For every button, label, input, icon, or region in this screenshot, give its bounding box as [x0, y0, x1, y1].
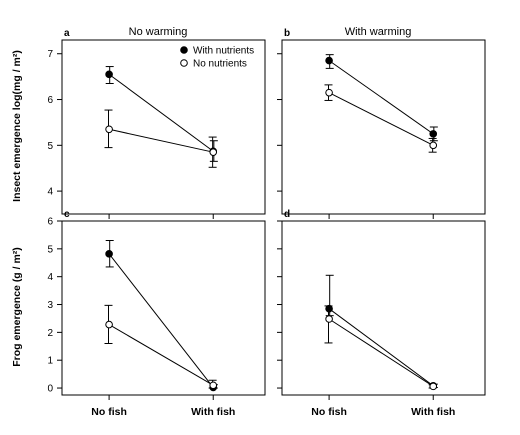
panels-layer: a 4 5 6 7 b c 0 1 2 3 4 5 6 No fish With fish d No fish Wi…	[47, 28, 486, 418]
panel-letter: c	[64, 209, 70, 220]
legend: With nutrients No nutrients	[180, 46, 254, 70]
x-category-label: With fish	[411, 406, 455, 418]
data-point	[325, 315, 333, 323]
column1-title: No warming	[129, 26, 188, 38]
panel-frame	[281, 39, 486, 215]
legend-marker-no-nutrients	[180, 59, 188, 67]
data-point	[325, 88, 333, 97]
y-tick-label: 5	[47, 244, 53, 255]
panel-c: c 0 1 2 3 4 5 6 No fish With fish	[47, 209, 266, 418]
data-point	[105, 250, 113, 258]
panel-frame	[61, 220, 266, 396]
y-tick-label: 1	[47, 356, 53, 367]
y-tick-label: 4	[47, 187, 53, 198]
column2-title: With warming	[345, 26, 412, 38]
data-point	[209, 148, 218, 156]
panel-letter: d	[284, 209, 290, 220]
panel-frame	[281, 220, 486, 396]
legend-label-with-nutrients: With nutrients	[193, 46, 254, 57]
series-line	[328, 308, 434, 387]
data-point	[105, 125, 113, 134]
data-point	[209, 381, 218, 390]
series-line	[108, 128, 214, 153]
row1-ylabel: Insect emergence log(mg / m²)	[11, 50, 23, 202]
series-line	[108, 253, 214, 388]
series-line	[328, 318, 434, 387]
series-no-nutrients	[104, 109, 218, 168]
x-category-label: With fish	[191, 406, 235, 418]
y-tick-label: 6	[47, 217, 53, 228]
series-no-nutrients	[324, 84, 438, 153]
y-tick-label: 7	[47, 49, 53, 60]
series-no-nutrients	[324, 305, 438, 391]
data-point	[325, 304, 333, 313]
panel-frame	[61, 39, 266, 215]
data-point	[105, 320, 113, 329]
data-point	[429, 382, 438, 391]
y-tick-label: 5	[47, 141, 53, 152]
series-with-nutrients	[325, 274, 438, 390]
data-point	[325, 56, 333, 65]
x-category-label: No fish	[311, 406, 347, 418]
panel-letter: a	[64, 28, 70, 39]
y-tick-label: 2	[47, 328, 53, 339]
y-tick-label: 6	[47, 95, 53, 106]
y-tick-label: 4	[47, 272, 53, 283]
series-with-nutrients	[325, 54, 438, 142]
panel-a: a 4 5 6 7	[47, 28, 266, 219]
series-line	[328, 92, 434, 146]
y-tick-label: 0	[47, 384, 53, 395]
series-with-nutrients	[105, 239, 218, 392]
panel-letter: b	[284, 28, 290, 39]
series-line	[108, 324, 214, 386]
data-point	[429, 141, 438, 150]
x-category-label: No fish	[91, 406, 127, 418]
series-line	[108, 73, 214, 152]
legend-label-no-nutrients: No nutrients	[193, 59, 247, 70]
series-with-nutrients	[105, 66, 218, 162]
row2-ylabel: Frog emergence (g / m²)	[11, 247, 23, 367]
legend-marker-with-nutrients	[180, 46, 188, 54]
data-point	[105, 70, 113, 79]
y-tick-label: 3	[47, 300, 53, 311]
series-line	[328, 60, 434, 135]
panel-b: b	[277, 28, 486, 219]
data-point	[429, 130, 438, 138]
panel-d: d No fish With fish	[277, 209, 486, 418]
series-no-nutrients	[104, 304, 218, 390]
